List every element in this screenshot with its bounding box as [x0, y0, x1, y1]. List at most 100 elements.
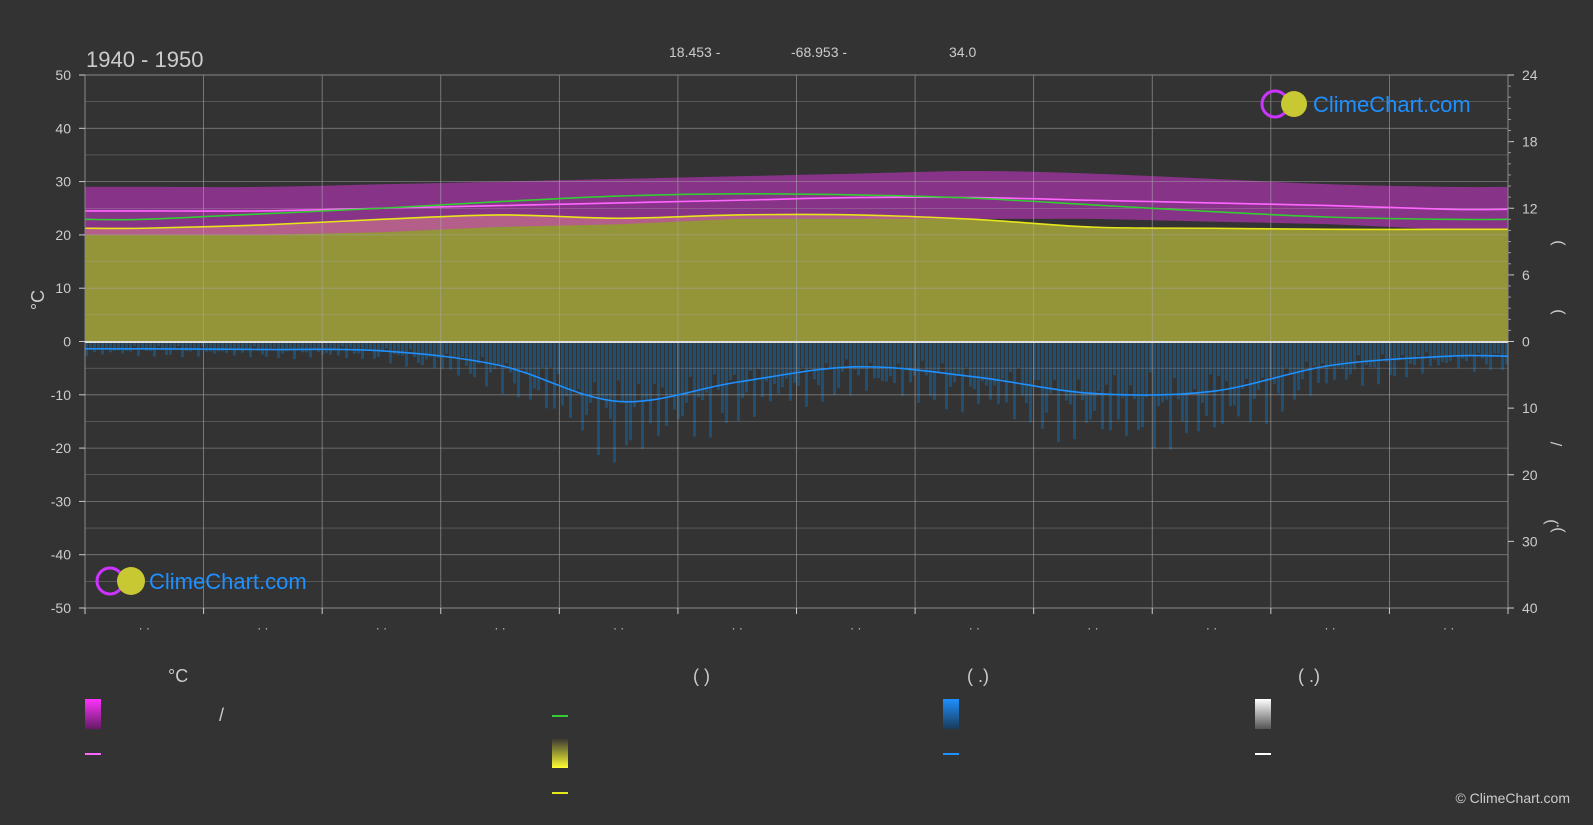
- rain-bar: [349, 341, 352, 348]
- rain-bar: [1173, 341, 1176, 379]
- left-tick-label: -30: [51, 493, 71, 509]
- rain-bar: [989, 341, 992, 400]
- rain-bar: [585, 341, 588, 415]
- rain-bar: [1473, 341, 1476, 372]
- rain-bar: [297, 341, 300, 349]
- rain-bar: [365, 341, 368, 350]
- left-tick-label: 50: [55, 67, 71, 83]
- rain-bar: [129, 341, 132, 352]
- rain-bar: [329, 341, 332, 355]
- rain-bar: [193, 341, 196, 349]
- rain-bar: [565, 341, 568, 397]
- rain-bar: [777, 341, 780, 394]
- rain-bar: [1297, 341, 1300, 391]
- rain-bar: [517, 341, 520, 398]
- rain-bar: [93, 341, 96, 353]
- rain-bar: [949, 341, 952, 387]
- rain-bar: [413, 341, 416, 358]
- rain-bar: [681, 341, 684, 417]
- rain-bar: [1081, 341, 1084, 400]
- rain-bar: [825, 341, 828, 364]
- rain-bar: [701, 341, 704, 401]
- rain-bar: [105, 341, 108, 349]
- right-bottom-tick-label: 10: [1522, 400, 1538, 416]
- rain-bar: [1049, 341, 1052, 394]
- rain-bar: [1057, 341, 1060, 443]
- logo-top: ClimeChart.com: [1260, 89, 1471, 119]
- period-title: 1940 - 1950: [86, 47, 203, 72]
- rain-bar: [1185, 341, 1188, 433]
- rain-bar: [449, 341, 452, 370]
- rain-bar: [661, 341, 664, 388]
- rain-bar: [1321, 341, 1324, 364]
- rain-bar: [1109, 341, 1112, 431]
- rain-bar: [169, 341, 172, 355]
- rain-bar: [1001, 341, 1004, 379]
- rain-bar: [1329, 341, 1332, 367]
- rain-bar: [353, 341, 356, 354]
- rain-bar: [645, 341, 648, 401]
- rain-bar: [685, 341, 688, 403]
- right-top-tick-label: 24: [1522, 67, 1538, 83]
- temperature-mean-line: [85, 196, 1508, 212]
- rain-bar: [1369, 341, 1372, 368]
- rain-bar: [281, 341, 284, 354]
- rain-bar: [1349, 341, 1352, 375]
- rain-bar: [1253, 341, 1256, 399]
- rain-bar: [1141, 341, 1144, 428]
- rain-bar: [821, 341, 824, 402]
- rain-bar: [1497, 341, 1500, 354]
- rain-bar: [733, 341, 736, 375]
- rain-bar: [921, 341, 924, 361]
- rain-bar: [397, 341, 400, 356]
- rain-bar: [1245, 341, 1248, 379]
- rain-bar: [813, 341, 816, 380]
- rain-bar: [325, 341, 328, 353]
- rain-bar: [177, 341, 180, 347]
- sunshine-line: [85, 213, 1508, 231]
- x-tick-label: · ·: [257, 621, 268, 635]
- rain-bar: [1449, 341, 1452, 361]
- rain-bar: [1193, 341, 1196, 390]
- legend-rain-title: ( .): [967, 666, 989, 686]
- rain-bar: [793, 341, 796, 383]
- elevation-label: 34.0: [949, 44, 976, 60]
- x-tick-label: · ·: [732, 621, 743, 635]
- rain-bar: [1105, 341, 1108, 385]
- rain-bar: [1429, 341, 1432, 366]
- rain-bar: [877, 341, 880, 379]
- rain-bar: [677, 341, 680, 419]
- rain-bar: [185, 341, 188, 351]
- rain-bar: [1037, 341, 1040, 380]
- rain-bar: [1373, 341, 1376, 368]
- rain-bar: [201, 341, 204, 347]
- rain-bar: [489, 341, 492, 373]
- right-axis-glyph: ): [1542, 519, 1559, 524]
- rain-bar: [1493, 341, 1496, 354]
- rain-bar: [1505, 341, 1508, 365]
- left-tick-label: 10: [55, 280, 71, 296]
- rain-bar: [117, 341, 120, 351]
- rain-bar: [1305, 341, 1308, 362]
- rain-bar: [945, 341, 948, 410]
- rain-bar: [1097, 341, 1100, 391]
- rain-bar: [729, 341, 732, 380]
- rain-bar: [537, 341, 540, 391]
- rain-bar: [1061, 341, 1064, 392]
- x-tick-label: · ·: [1443, 621, 1454, 635]
- rain-bar: [173, 341, 176, 350]
- legend-temp-title: °C: [168, 666, 188, 686]
- rain-bar: [377, 341, 380, 357]
- rain-bar: [593, 341, 596, 383]
- rain-bar: [969, 341, 972, 387]
- rain-bar: [897, 341, 900, 364]
- rain-bar: [1113, 341, 1116, 376]
- rain-bar: [1197, 341, 1200, 432]
- rain-bar: [1485, 341, 1488, 365]
- x-tick-label: · ·: [1324, 621, 1335, 635]
- rain-bar: [1233, 341, 1236, 406]
- legend-sun-title: ( ): [693, 666, 710, 686]
- rain-bar: [997, 341, 1000, 404]
- rain-bar: [589, 341, 592, 403]
- rain-bar: [721, 341, 724, 413]
